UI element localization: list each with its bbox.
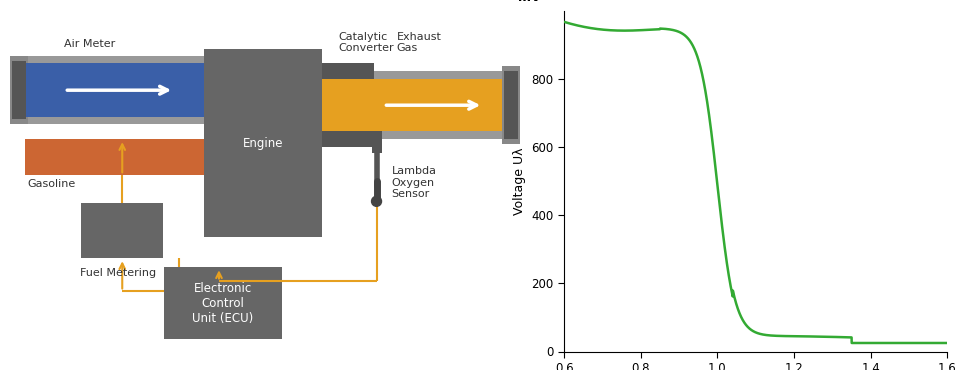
Text: Lambda
Oxygen
Sensor: Lambda Oxygen Sensor: [391, 166, 436, 199]
Bar: [25, 139, 206, 175]
Bar: [371, 131, 382, 153]
Bar: [322, 71, 506, 139]
Bar: [322, 79, 373, 131]
Y-axis label: Voltage Uλ: Voltage Uλ: [513, 148, 526, 215]
Bar: [10, 56, 28, 124]
Bar: [165, 268, 281, 340]
Text: Fuel Metering: Fuel Metering: [80, 268, 157, 278]
Text: Electronic
Control
Unit (ECU): Electronic Control Unit (ECU): [192, 282, 254, 325]
Text: Air Meter: Air Meter: [64, 39, 116, 49]
Bar: [322, 79, 506, 131]
Bar: [25, 56, 206, 124]
Text: Catalytic
Converter: Catalytic Converter: [339, 31, 394, 53]
Text: mV: mV: [518, 0, 541, 4]
Circle shape: [371, 196, 382, 206]
Bar: [322, 63, 373, 147]
Text: Engine: Engine: [243, 137, 283, 150]
Bar: [504, 71, 518, 139]
Bar: [502, 66, 520, 144]
Bar: [25, 63, 206, 117]
Text: Exhaust
Gas: Exhaust Gas: [396, 31, 441, 53]
Bar: [81, 204, 163, 258]
Text: Gasoline: Gasoline: [28, 179, 76, 189]
Bar: [204, 49, 322, 238]
Bar: [11, 61, 26, 119]
